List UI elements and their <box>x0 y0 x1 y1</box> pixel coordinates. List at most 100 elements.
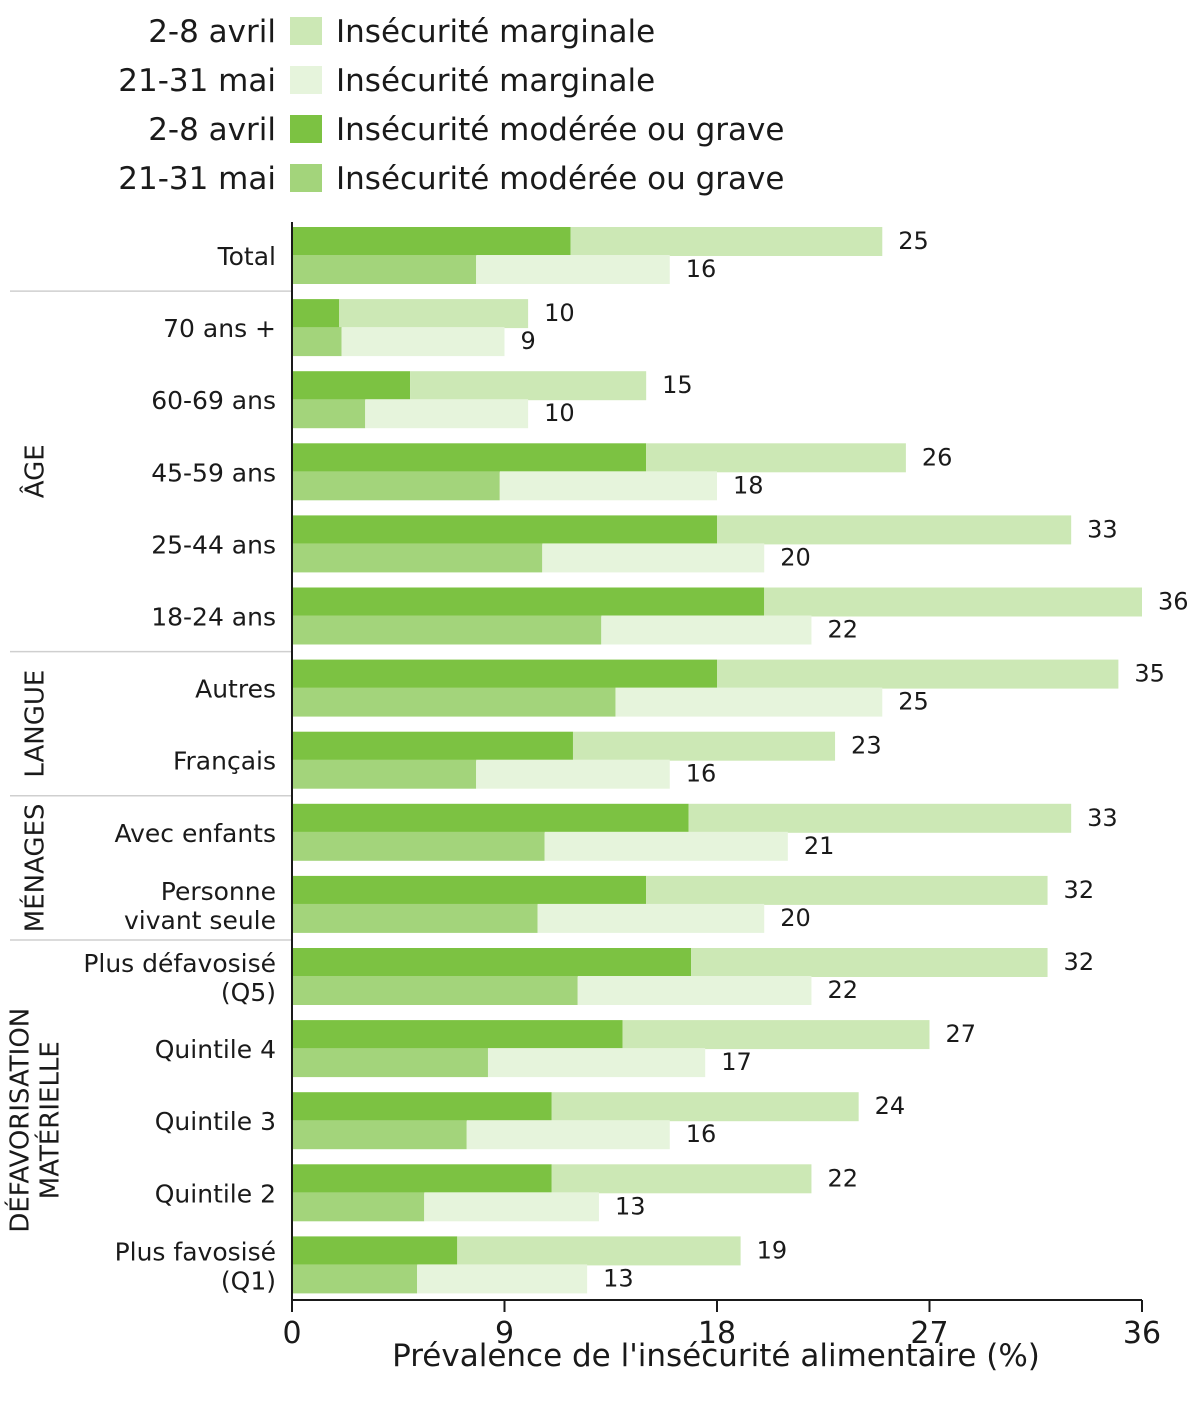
bar-april-marginal <box>551 1092 859 1122</box>
bar-may-marginal <box>577 976 812 1005</box>
bar-may-moderate <box>292 399 366 429</box>
value-label-april: 32 <box>1064 948 1095 976</box>
legend-swatch <box>290 66 322 94</box>
category-label: (Q5) <box>221 978 276 1007</box>
bar-april-moderate <box>292 731 573 761</box>
category-label: Total <box>217 242 276 271</box>
bar-april-moderate <box>292 1020 623 1050</box>
category-label: 70 ans + <box>163 314 276 343</box>
bar-may-marginal <box>476 255 670 284</box>
legend-label: Insécurité marginale <box>336 14 655 50</box>
bar-may-marginal <box>544 831 788 861</box>
group-labels: ÂGE LANGUE MÉNAGES DÉFAVORISATION MATÉRIELLE <box>4 444 66 1232</box>
group-label: MATÉRIELLE <box>34 1041 66 1199</box>
value-label-may: 10 <box>544 399 575 427</box>
bar-april-moderate <box>292 948 692 977</box>
bar-may-moderate <box>292 543 543 573</box>
value-labels: 25 16 10 9 15 10 26 18 33 20 36 22 35 25 23 16 33 21 32 20 3… <box>521 227 1189 1292</box>
bar-april-marginal <box>688 803 1072 833</box>
legend-period: 2-8 avril <box>148 14 276 50</box>
bar-april-moderate <box>292 803 689 833</box>
group-label: LANGUE <box>21 670 51 778</box>
bar-april-marginal <box>570 227 883 256</box>
bar-may-marginal <box>476 759 670 789</box>
value-label-may: 22 <box>827 976 858 1004</box>
legend: 2-8 avril Insécurité marginale 21-31 mai In… <box>118 14 784 197</box>
bar-april-moderate <box>292 659 717 689</box>
legend-swatch <box>290 17 322 45</box>
value-label-april: 32 <box>1064 876 1095 904</box>
value-label-may: 13 <box>615 1192 646 1220</box>
group-label: DÉFAVORISATION <box>4 1008 36 1233</box>
legend-period: 21-31 mai <box>118 63 276 99</box>
axes: 0 9 18 27 36 <box>282 222 1161 1351</box>
bar-may-moderate <box>292 1120 467 1150</box>
x-tick-label: 27 <box>910 1316 948 1351</box>
bar-april-moderate <box>292 875 647 905</box>
category-label: Français <box>173 747 276 776</box>
value-label-april: 27 <box>946 1020 977 1048</box>
value-label-april: 36 <box>1158 588 1189 616</box>
x-axis-title: Prévalence de l'insécurité alimentaire (… <box>392 1338 1040 1374</box>
bar-may-marginal <box>417 1264 588 1294</box>
value-label-may: 9 <box>521 327 536 355</box>
legend-label: Insécurité modérée ou grave <box>336 161 784 197</box>
category-label: Quintile 3 <box>155 1107 276 1136</box>
bar-may-moderate <box>292 976 578 1005</box>
legend-swatch <box>290 115 322 143</box>
bar-may-marginal <box>542 543 765 573</box>
value-label-may: 20 <box>780 543 811 571</box>
value-label-april: 10 <box>544 299 575 327</box>
bar-may-marginal <box>466 1120 670 1150</box>
category-label: (Q1) <box>221 1266 276 1295</box>
bar-may-moderate <box>292 1048 488 1078</box>
legend-label: Insécurité marginale <box>336 63 655 99</box>
value-label-may: 25 <box>898 688 929 716</box>
x-tick-label: 36 <box>1123 1316 1161 1351</box>
value-label-april: 26 <box>922 443 953 471</box>
bar-april-marginal <box>551 1164 812 1194</box>
bar-april-moderate <box>292 371 411 401</box>
bar-april-marginal <box>717 659 1119 689</box>
bar-april-moderate <box>292 1092 552 1122</box>
bar-may-moderate <box>292 687 616 717</box>
bar-april-marginal <box>410 371 647 401</box>
bar-may-moderate <box>292 831 545 861</box>
category-label: Plus favosisé <box>115 1237 276 1266</box>
bar-april-moderate <box>292 587 765 617</box>
bar-may-marginal <box>601 615 812 645</box>
bar-may-moderate <box>292 615 602 645</box>
legend-period: 21-31 mai <box>118 161 276 197</box>
bar-april-marginal <box>646 875 1048 905</box>
bar-may-moderate <box>292 471 500 501</box>
value-label-april: 25 <box>898 227 929 255</box>
category-label: Avec enfants <box>114 819 276 848</box>
value-label-may: 22 <box>827 616 858 644</box>
bar-april-marginal <box>339 299 529 329</box>
category-label: 25-44 ans <box>151 530 276 559</box>
value-label-april: 33 <box>1087 515 1118 543</box>
bar-may-marginal <box>537 903 765 933</box>
value-label-april: 23 <box>851 732 882 760</box>
bar-may-marginal <box>424 1192 599 1222</box>
category-label: Quintile 2 <box>155 1179 276 1208</box>
bar-may-marginal <box>487 1048 706 1078</box>
bar-april-moderate <box>292 443 647 473</box>
category-label: Plus défavosisé <box>83 949 276 978</box>
bar-may-moderate <box>292 759 477 789</box>
bar-april-marginal <box>572 731 836 761</box>
x-tick-label: 9 <box>495 1316 514 1351</box>
value-label-may: 16 <box>686 1120 717 1148</box>
group-separators <box>10 290 292 941</box>
bar-april-marginal <box>764 587 1142 617</box>
bar-april-marginal <box>622 1020 930 1050</box>
value-label-may: 21 <box>804 832 835 860</box>
bar-may-moderate <box>292 903 538 933</box>
category-label: Quintile 4 <box>155 1035 276 1064</box>
bar-april-marginal <box>717 515 1072 545</box>
value-label-may: 16 <box>686 760 717 788</box>
bar-april-moderate <box>292 299 340 329</box>
bar-may-moderate <box>292 255 477 284</box>
value-label-april: 15 <box>662 371 693 399</box>
category-label: vivant seule <box>124 906 276 935</box>
